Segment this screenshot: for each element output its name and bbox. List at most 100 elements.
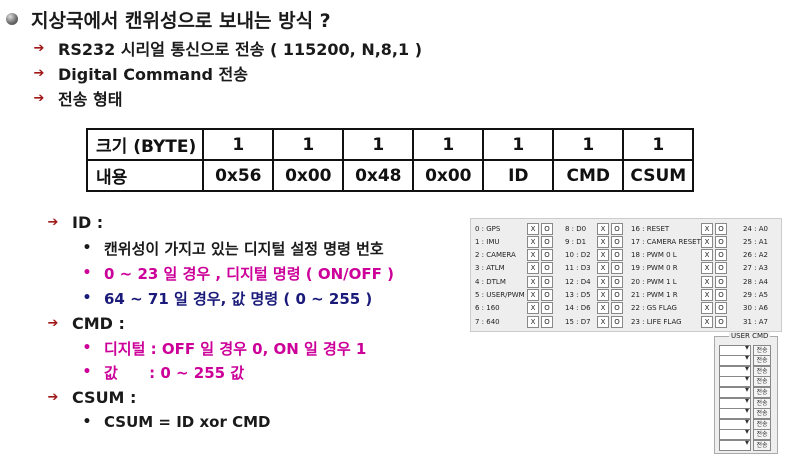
off-button[interactable]: X <box>701 262 713 275</box>
off-button[interactable]: X <box>701 275 713 288</box>
on-button[interactable]: O <box>715 262 727 275</box>
command-label: 31 : A7 <box>743 317 768 326</box>
on-button[interactable]: O <box>541 315 553 328</box>
on-button[interactable]: O <box>541 235 553 248</box>
off-button[interactable]: X <box>597 222 609 235</box>
item-text: CSUM = ID xor CMD <box>104 413 271 431</box>
command-row: 26 : A2 <box>743 249 777 262</box>
command-row: 16 : RESET X O <box>631 222 727 235</box>
send-button[interactable]: 전송 <box>753 439 771 451</box>
command-row: 9 : D1 X O <box>565 235 623 248</box>
command-label: 5 : USER/PWM <box>475 291 525 299</box>
on-button[interactable]: O <box>611 235 623 248</box>
command-row: 30 : A6 <box>743 302 777 315</box>
on-button[interactable]: O <box>611 315 623 328</box>
command-row: 14 : D6 X O <box>565 302 623 315</box>
intro-item-digital: ➔ Digital Command 전송 <box>32 63 248 84</box>
table-cell: 1 <box>272 128 345 161</box>
command-label: 11 : D3 <box>565 264 591 273</box>
send-button[interactable]: 전송 <box>753 386 771 398</box>
intro-text: 전송 형태 <box>58 90 123 109</box>
command-label: 20 : PWM 1 L <box>631 277 677 286</box>
off-button[interactable]: X <box>597 302 609 315</box>
off-button[interactable]: X <box>527 289 539 301</box>
on-button[interactable]: O <box>541 262 553 275</box>
off-button[interactable]: X <box>527 235 539 248</box>
on-button[interactable]: O <box>541 289 553 301</box>
off-button[interactable]: X <box>527 262 539 275</box>
off-button[interactable]: X <box>597 315 609 328</box>
send-button[interactable]: 전송 <box>753 344 771 356</box>
table-cell: 1 <box>412 128 485 161</box>
on-button[interactable]: O <box>715 249 727 262</box>
user-cmd-select[interactable] <box>719 438 751 451</box>
off-button[interactable]: X <box>527 275 539 288</box>
command-row: 29 : A5 <box>743 289 777 302</box>
dot-bullet-icon: • <box>82 340 92 356</box>
table-cell: 1 <box>202 128 275 161</box>
on-button[interactable]: O <box>715 289 727 301</box>
command-label: 8 : D0 <box>565 224 587 233</box>
off-button[interactable]: X <box>527 222 539 235</box>
table-cell: CSUM <box>622 159 695 192</box>
command-row: 25 : A1 <box>743 235 777 248</box>
intro-text: RS232 시리얼 통신으로 전송 ( 115200, N,8,1 ) <box>58 40 423 59</box>
id-item: • 캔위성이 가지고 있는 디지털 설정 명령 번호 <box>78 238 384 258</box>
on-button[interactable]: O <box>541 222 553 235</box>
on-button[interactable]: O <box>611 249 623 262</box>
off-button[interactable]: X <box>701 235 713 248</box>
on-button[interactable]: O <box>611 222 623 235</box>
off-button[interactable]: X <box>701 315 713 328</box>
off-button[interactable]: X <box>701 249 713 262</box>
on-button[interactable]: O <box>715 235 727 248</box>
send-button[interactable]: 전송 <box>753 408 771 420</box>
on-button[interactable]: O <box>715 275 727 288</box>
item-text: 64 ~ 71 일 경우, 값 명령 ( 0 ~ 255 ) <box>104 289 373 308</box>
id-item: • 64 ~ 71 일 경우, 값 명령 ( 0 ~ 255 ) <box>78 288 373 308</box>
arrow-bullet-icon: ➔ <box>33 65 45 81</box>
id-heading: ➔ ID : <box>46 212 104 232</box>
command-label: 9 : D1 <box>565 237 587 246</box>
send-button[interactable]: 전송 <box>753 429 771 441</box>
command-label: 26 : A2 <box>743 251 768 260</box>
command-label: 24 : A0 <box>743 224 768 233</box>
on-button[interactable]: O <box>715 315 727 328</box>
dot-bullet-icon: • <box>82 414 92 430</box>
arrow-bullet-icon: ➔ <box>47 315 59 331</box>
send-button[interactable]: 전송 <box>753 418 771 430</box>
off-button[interactable]: X <box>597 262 609 275</box>
off-button[interactable]: X <box>701 289 713 301</box>
off-button[interactable]: X <box>527 249 539 262</box>
on-button[interactable]: O <box>611 289 623 301</box>
off-button[interactable]: X <box>597 249 609 262</box>
on-button[interactable]: O <box>611 302 623 315</box>
off-button[interactable]: X <box>527 302 539 315</box>
user-cmd-group: USER CMD 전송전송전송전송전송전송전송전송전송전송 <box>714 332 778 454</box>
dot-bullet-icon: • <box>82 364 92 380</box>
command-row: 5 : USER/PWM X O <box>475 289 553 302</box>
off-button[interactable]: X <box>597 289 609 301</box>
intro-text: Digital Command 전송 <box>58 65 248 84</box>
off-button[interactable]: X <box>701 222 713 235</box>
off-button[interactable]: X <box>527 315 539 328</box>
on-button[interactable]: O <box>611 275 623 288</box>
heading-text: CMD : <box>72 313 125 333</box>
send-button[interactable]: 전송 <box>753 376 771 388</box>
command-label: 13 : D5 <box>565 291 591 299</box>
on-button[interactable]: O <box>541 275 553 288</box>
off-button[interactable]: X <box>701 302 713 315</box>
command-row: 31 : A7 <box>743 315 777 328</box>
cmd-item: • 디지털 : OFF 일 경우 0, ON 일 경우 1 <box>78 338 367 358</box>
on-button[interactable]: O <box>611 262 623 275</box>
off-button[interactable]: X <box>597 235 609 248</box>
off-button[interactable]: X <box>597 275 609 288</box>
on-button[interactable]: O <box>541 302 553 315</box>
on-button[interactable]: O <box>715 222 727 235</box>
on-button[interactable]: O <box>715 302 727 315</box>
send-button[interactable]: 전송 <box>753 355 771 367</box>
on-button[interactable]: O <box>541 249 553 262</box>
send-button[interactable]: 전송 <box>753 397 771 409</box>
send-button[interactable]: 전송 <box>753 365 771 377</box>
